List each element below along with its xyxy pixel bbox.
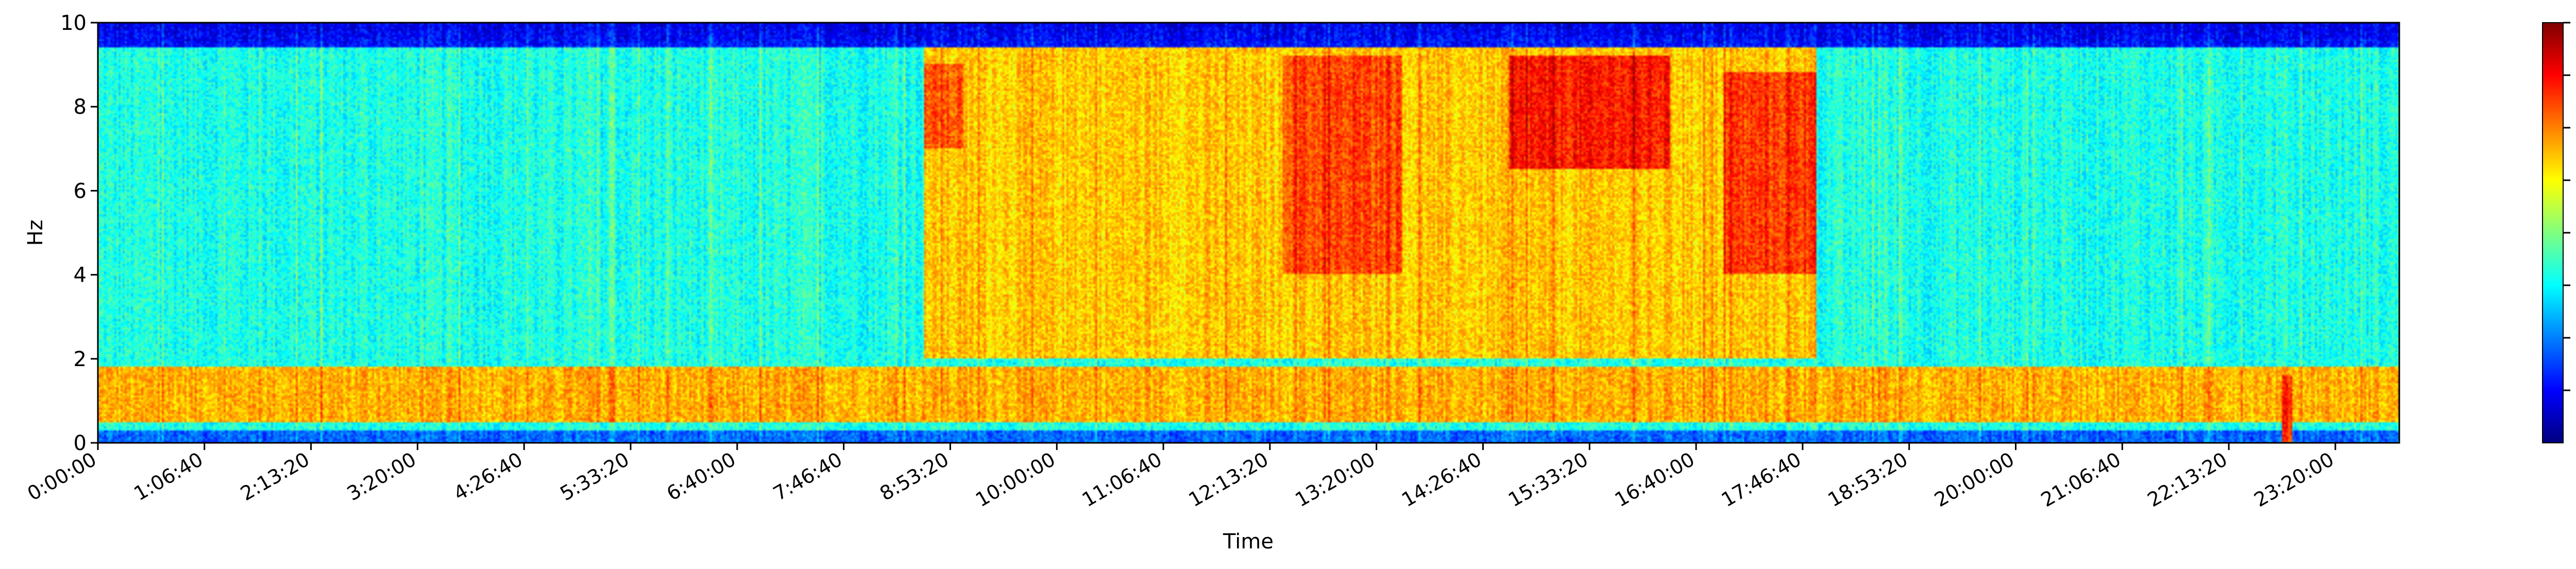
x-tick-label: 8:53:20 bbox=[876, 448, 953, 505]
x-tick-label: 7:46:40 bbox=[769, 448, 846, 505]
colorbar-tick-label: -10 dB bbox=[2575, 64, 2576, 88]
colorbar-tick-label: -40 dB bbox=[2575, 221, 2576, 245]
colorbar-ticks: +0 dB -10 dB -20 dB -30 dB -40 dB -50 dB -60 d… bbox=[2563, 11, 2576, 403]
y-tick-label: 6 bbox=[74, 179, 87, 203]
x-axis-label: Time bbox=[1223, 530, 1274, 554]
colorbar-tick-label: -30 dB bbox=[2575, 169, 2576, 193]
x-tick-label: 4:26:40 bbox=[450, 448, 527, 505]
x-tick-label: 15:33:20 bbox=[1504, 448, 1592, 511]
x-tick-label: 14:26:40 bbox=[1398, 448, 1485, 511]
spectrogram-image bbox=[98, 23, 2399, 443]
x-tick-label: 16:40:00 bbox=[1611, 448, 1699, 511]
x-tick-label: 10:00:00 bbox=[972, 448, 1059, 511]
x-tick-label: 3:20:00 bbox=[343, 448, 420, 505]
y-tick-label: 2 bbox=[74, 348, 87, 371]
colorbar-tick-label: -60 dB bbox=[2575, 326, 2576, 350]
y-tick-label: 10 bbox=[60, 11, 87, 35]
x-tick-label: 1:06:40 bbox=[130, 448, 207, 505]
colorbar-tick-label: -50 dB bbox=[2575, 274, 2576, 298]
x-tick-label: 0:00:00 bbox=[24, 448, 100, 505]
x-tick-label: 12:13:20 bbox=[1185, 448, 1273, 511]
x-tick-label: 11:06:40 bbox=[1078, 448, 1166, 511]
x-tick-label: 21:06:40 bbox=[2037, 448, 2125, 511]
y-tick-label: 8 bbox=[74, 95, 87, 119]
plot-frame bbox=[97, 22, 2400, 444]
y-axis-label: Hz bbox=[24, 219, 47, 246]
x-tick-label: 23:20:00 bbox=[2250, 448, 2338, 511]
x-tick-label: 13:20:00 bbox=[1291, 448, 1379, 511]
x-tick-label: 22:13:20 bbox=[2144, 448, 2231, 511]
colorbar-tick-label: +0 dB bbox=[2575, 11, 2576, 35]
spectrogram-image-frame bbox=[98, 23, 2399, 443]
x-tick-label: 2:13:20 bbox=[236, 448, 313, 505]
y-axis-ticks: 0 2 4 6 8 10 bbox=[60, 11, 98, 455]
x-tick-label: 5:33:20 bbox=[556, 448, 633, 505]
y-tick-label: 0 bbox=[74, 432, 87, 455]
colorbar-tick-label: -20 dB bbox=[2575, 116, 2576, 140]
x-tick-label: 18:53:20 bbox=[1824, 448, 1911, 511]
colorbar-tick-label: -70 dB bbox=[2575, 379, 2576, 403]
colorbar bbox=[2542, 22, 2564, 443]
x-tick-label: 20:00:00 bbox=[1930, 448, 2018, 511]
x-tick-label: 6:40:00 bbox=[663, 448, 739, 505]
x-tick-label: 17:46:40 bbox=[1718, 448, 1805, 511]
y-tick-label: 4 bbox=[74, 264, 87, 287]
x-axis-ticks: 0:00:00 1:06:40 2:13:20 3:20:00 4:26:40 5:33:… bbox=[24, 443, 2338, 511]
